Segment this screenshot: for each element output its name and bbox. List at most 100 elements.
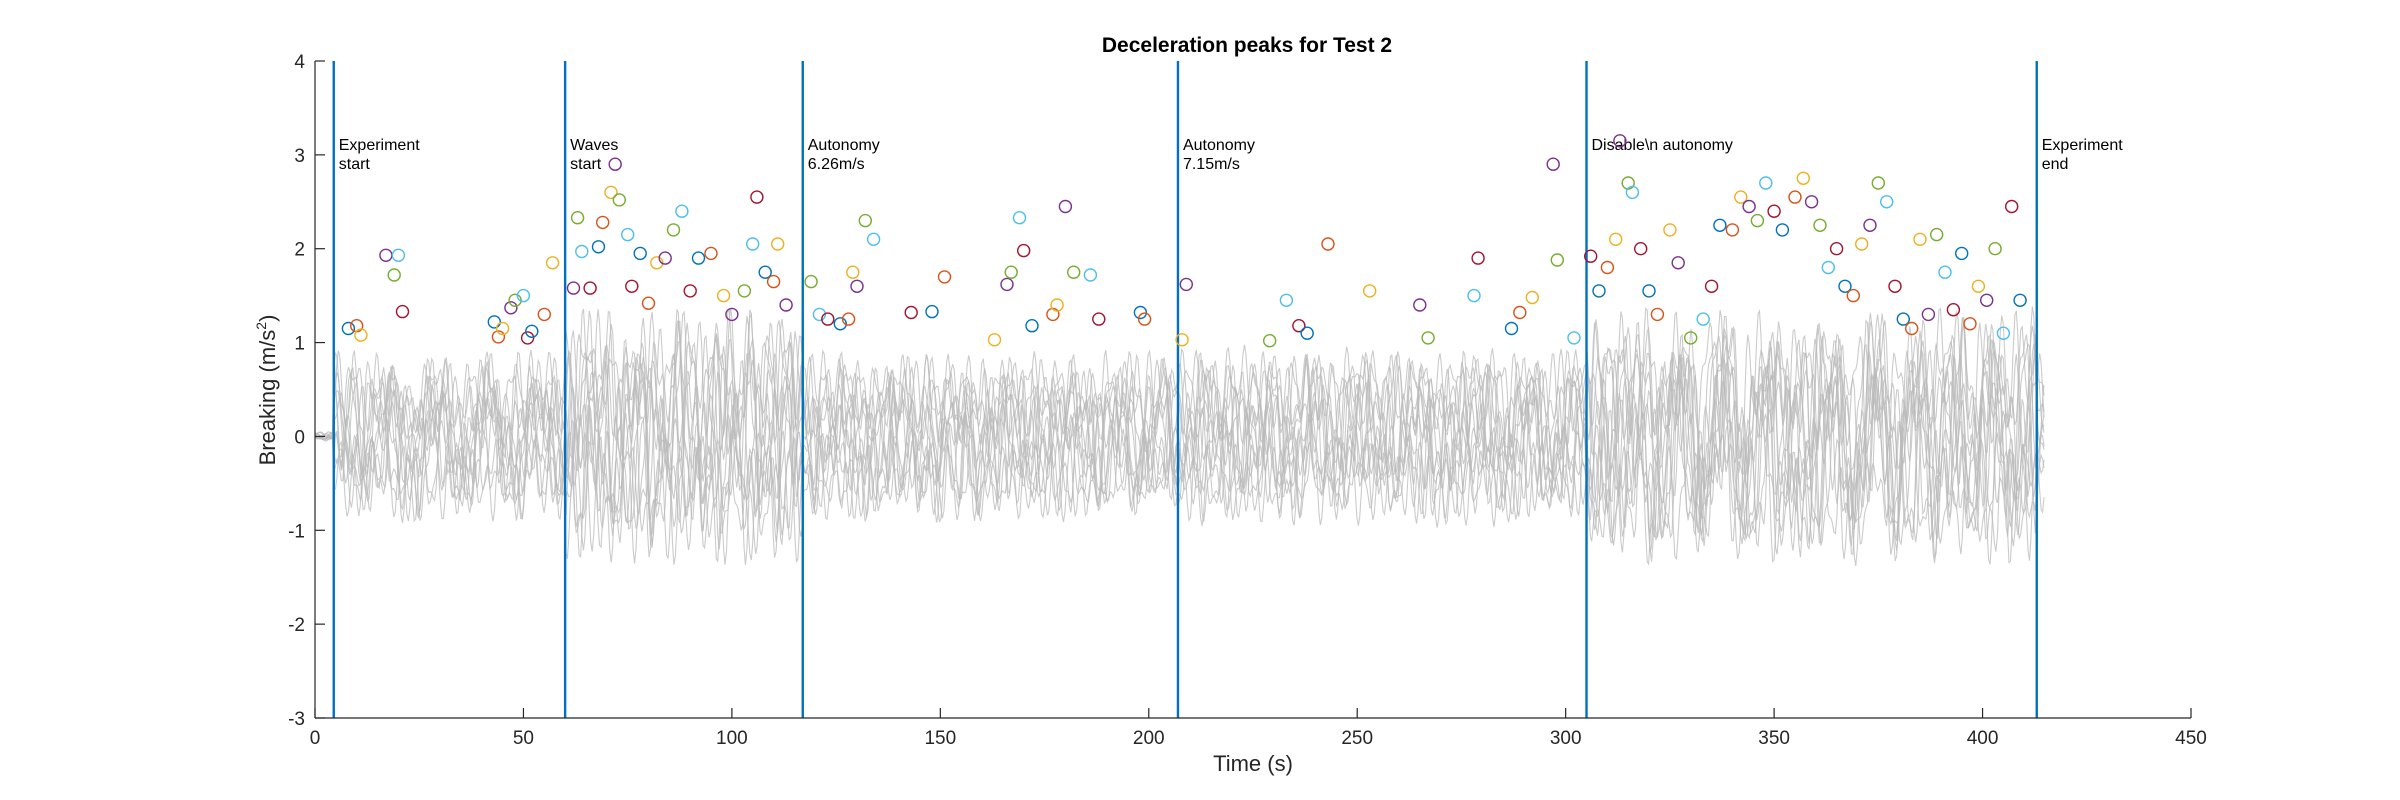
peak-point <box>1725 223 1740 237</box>
peak-point <box>716 288 731 303</box>
peak-point <box>846 265 860 279</box>
peak-point <box>504 301 518 315</box>
trace-line <box>314 308 2045 562</box>
peak-point <box>1421 331 1435 345</box>
peak-point <box>821 312 835 326</box>
peak-point <box>1921 307 1936 322</box>
peak-point <box>858 213 872 228</box>
y-tick-label: -3 <box>288 709 305 730</box>
peak-point <box>621 227 635 242</box>
peak-point <box>1979 293 1994 307</box>
peak-point <box>387 268 401 282</box>
peak-point <box>2004 199 2019 214</box>
peak-point <box>1050 298 1064 312</box>
peak-point <box>395 304 410 319</box>
y-axis-label-text: Breaking (m/s <box>255 330 280 466</box>
trace-line <box>314 343 2045 546</box>
peak-point <box>725 307 739 322</box>
peak-point <box>704 246 718 261</box>
peak-point <box>1262 334 1277 348</box>
event-label: Experiment <box>2042 137 2123 154</box>
y-tick-label: 2 <box>294 240 305 261</box>
peak-point <box>987 333 1002 347</box>
peak-point <box>1788 190 1802 204</box>
peak-point <box>566 281 581 295</box>
peak-point <box>1613 134 1627 148</box>
peak-markers <box>341 134 2027 348</box>
peak-point <box>379 248 393 263</box>
event-label: Disable\n autonomy <box>1592 137 1733 154</box>
peak-point <box>1929 227 1944 242</box>
peak-point <box>1546 157 1560 171</box>
peak-point <box>1813 218 1827 233</box>
peak-point <box>1671 256 1685 270</box>
peak-point <box>771 237 785 251</box>
peak-point <box>1058 199 1073 214</box>
peak-point <box>1504 321 1519 336</box>
y-tick-label: 4 <box>294 52 305 73</box>
event-label: Autonomy <box>808 137 880 154</box>
peak-point <box>1663 223 1677 237</box>
peak-point <box>1513 305 1527 320</box>
peak-point <box>1175 333 1189 347</box>
peak-point <box>841 312 856 326</box>
peak-point <box>1759 176 1773 190</box>
peak-point <box>850 279 864 293</box>
event-label: Experiment <box>339 137 420 154</box>
peak-point <box>1642 284 1656 298</box>
trace-line <box>314 310 2045 565</box>
peak-point <box>1683 331 1698 345</box>
peak-point <box>1963 317 1977 331</box>
peak-point <box>1525 290 1540 305</box>
x-tick-label: 300 <box>1550 728 1582 749</box>
event-label: start <box>339 156 371 173</box>
peak-point <box>1846 288 1861 303</box>
peak-point <box>1137 312 1152 326</box>
peak-point <box>1362 284 1377 298</box>
peak-point <box>1592 284 1606 298</box>
peak-point <box>675 204 689 218</box>
peak-point <box>1292 319 1306 333</box>
peak-point <box>491 330 506 344</box>
peak-point <box>570 210 585 225</box>
peak-point <box>1946 303 1961 317</box>
peak-point <box>1600 260 1615 275</box>
peak-point <box>737 284 752 298</box>
x-tick-label: 350 <box>1758 728 1790 749</box>
event-label: 6.26m/s <box>808 156 865 173</box>
x-tick-label: 100 <box>716 728 748 749</box>
peak-point <box>658 251 672 265</box>
peak-point <box>1625 185 1640 200</box>
trace-line <box>314 307 2045 561</box>
peak-point <box>1633 241 1648 256</box>
event-label: start <box>570 156 602 173</box>
peak-point <box>1000 277 1014 292</box>
trace-line <box>314 308 2045 565</box>
x-tick-label: 150 <box>924 728 956 749</box>
x-tick-label: 450 <box>2175 728 2207 749</box>
peak-point <box>516 288 531 303</box>
peak-point <box>1913 232 1927 247</box>
y-tick-label: 0 <box>294 427 305 448</box>
chart-title: Deceleration peaks for Test 2 <box>1102 34 1392 57</box>
peak-point <box>1838 279 1852 293</box>
peak-point <box>1083 268 1098 282</box>
peak-point <box>1767 204 1781 218</box>
peak-point <box>612 193 626 207</box>
peak-point <box>904 305 918 320</box>
peak-point <box>1888 279 1902 293</box>
peak-point <box>525 324 539 338</box>
peak-point <box>1133 305 1148 320</box>
peak-point <box>495 321 510 336</box>
peak-point <box>1871 176 1886 190</box>
peak-point <box>833 317 847 331</box>
peak-point <box>1471 251 1485 265</box>
peak-point <box>596 215 610 230</box>
peak-point <box>779 298 793 312</box>
peak-point <box>1996 326 2011 340</box>
peak-point <box>1012 210 1027 225</box>
peak-point <box>750 190 764 204</box>
peak-point <box>1879 195 1894 209</box>
trace-line <box>314 307 2045 566</box>
